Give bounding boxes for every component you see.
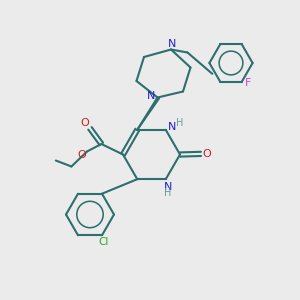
Text: Cl: Cl — [98, 237, 109, 247]
Text: N: N — [168, 122, 176, 132]
Text: H: H — [176, 118, 183, 128]
Text: F: F — [244, 78, 251, 88]
Text: O: O — [77, 150, 86, 160]
Text: N: N — [147, 91, 155, 101]
Text: O: O — [202, 149, 211, 159]
Text: H: H — [164, 188, 172, 198]
Text: N: N — [164, 182, 172, 192]
Text: O: O — [80, 118, 89, 128]
Text: N: N — [168, 39, 177, 49]
